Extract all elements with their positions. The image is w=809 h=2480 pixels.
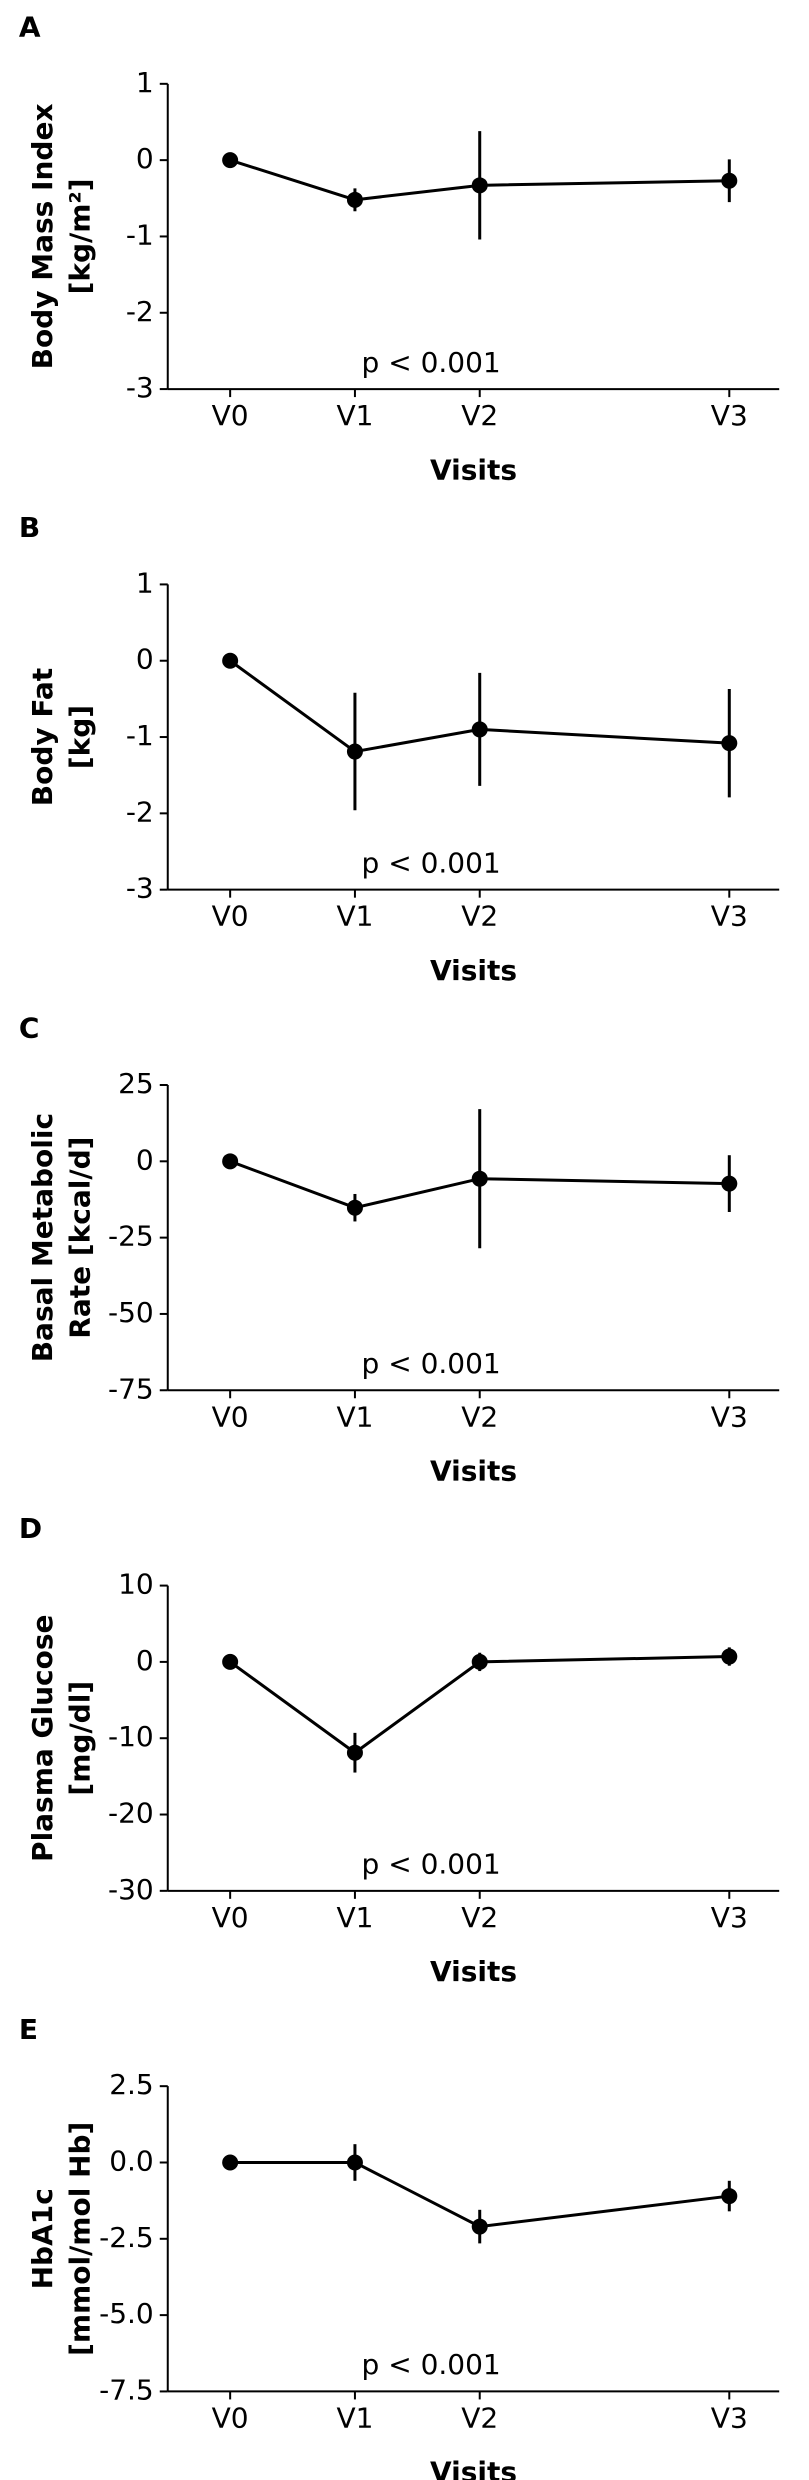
y-axis-label: Plasma Glucose <box>26 1614 59 1862</box>
y-axis-label: [kg/m²] <box>64 178 97 294</box>
y-tick-label: -10 <box>108 1720 154 1753</box>
x-axis-label: Visits <box>430 1455 517 1488</box>
x-tick-label: V3 <box>711 2401 748 2434</box>
data-point <box>721 1648 738 1665</box>
x-axis-label: Visits <box>430 1955 517 1988</box>
x-tick-label: V0 <box>212 399 249 432</box>
x-tick-label: V0 <box>212 1901 249 1934</box>
x-tick-label: V3 <box>711 399 748 432</box>
x-tick-label: V0 <box>212 2401 249 2434</box>
y-tick-label: -7.5 <box>99 2373 154 2406</box>
y-tick-label: 0 <box>136 142 154 175</box>
y-tick-label: -25 <box>108 1220 154 1253</box>
y-tick-label: 25 <box>118 1067 154 1100</box>
data-line <box>229 1655 730 1755</box>
y-tick-label: 0 <box>136 1644 154 1677</box>
data-line <box>229 1159 730 1210</box>
y-axis-label: Body Fat <box>26 668 59 806</box>
y-tick-label: -1 <box>126 218 154 251</box>
y-tick-label: 10 <box>118 1568 154 1601</box>
y-axis-label: [kg] <box>64 705 97 769</box>
y-tick-label: 1 <box>136 566 154 599</box>
x-axis-label: Visits <box>430 954 517 987</box>
x-tick-label: V1 <box>336 900 373 933</box>
data-point <box>346 2154 363 2171</box>
x-tick-label: V1 <box>336 1901 373 1934</box>
annotation: p < 0.001 <box>362 1347 501 1380</box>
data-point <box>721 2188 738 2205</box>
data-line <box>229 659 730 754</box>
y-axis-label: Body Mass Index <box>26 104 59 370</box>
annotation: p < 0.001 <box>362 1848 501 1881</box>
data-point <box>471 2218 488 2235</box>
annotation: p < 0.001 <box>362 846 501 879</box>
data-point <box>346 1199 363 1216</box>
data-point <box>471 721 488 738</box>
x-tick-label: V2 <box>461 1400 498 1433</box>
y-tick-label: -3 <box>126 872 154 905</box>
x-tick-label: V3 <box>711 1901 748 1934</box>
x-tick-label: V2 <box>461 900 498 933</box>
y-tick-label: -2 <box>126 295 154 328</box>
y-tick-label: -75 <box>108 1372 154 1405</box>
annotation: p < 0.001 <box>362 346 501 379</box>
y-axis-label: [mmol/mol Hb] <box>64 2122 97 2356</box>
x-tick-label: V0 <box>212 1400 249 1433</box>
y-tick-label: -50 <box>108 1296 154 1329</box>
y-tick-label: 1 <box>136 66 154 99</box>
data-point <box>346 743 363 760</box>
data-point <box>222 152 239 169</box>
y-axis-label: Basal Metabolic <box>26 1113 59 1362</box>
x-tick-label: V1 <box>336 1400 373 1433</box>
data-line <box>229 158 730 202</box>
data-point <box>346 1744 363 1761</box>
data-point <box>721 1175 738 1192</box>
data-point <box>222 1153 239 1170</box>
y-tick-label: -1 <box>126 719 154 752</box>
x-tick-label: V2 <box>461 1901 498 1934</box>
y-tick-label: 0.0 <box>109 2144 154 2177</box>
data-point <box>471 1170 488 1187</box>
data-point <box>222 652 239 669</box>
y-axis-label: [mg/dl] <box>64 1681 97 1796</box>
x-tick-label: V1 <box>336 399 373 432</box>
y-tick-label: 0 <box>136 643 154 676</box>
data-point <box>721 172 738 189</box>
data-point <box>222 1653 239 1670</box>
y-tick-label: 2.5 <box>109 2068 154 2101</box>
data-line <box>230 2160 730 2229</box>
x-tick-label: V3 <box>711 900 748 933</box>
y-axis-label: Rate [kcal/d] <box>64 1137 97 1339</box>
x-tick-label: V0 <box>212 900 249 933</box>
data-point <box>222 2154 239 2171</box>
y-tick-label: -30 <box>108 1873 154 1906</box>
x-tick-label: V3 <box>711 1400 748 1433</box>
panel-label: A <box>19 10 41 43</box>
annotation: p < 0.001 <box>362 2348 501 2381</box>
y-tick-label: -2.5 <box>99 2221 154 2254</box>
y-tick-label: -5.0 <box>99 2297 154 2330</box>
panel-label: C <box>19 1012 40 1045</box>
y-tick-label: 0 <box>136 1143 154 1176</box>
y-tick-label: -20 <box>108 1797 154 1830</box>
x-axis-label: Visits <box>430 2456 517 2480</box>
y-tick-label: -3 <box>126 371 154 404</box>
y-axis-label: HbA1c <box>26 2188 59 2289</box>
data-point <box>721 735 738 752</box>
data-point <box>471 177 488 194</box>
x-tick-label: V1 <box>336 2401 373 2434</box>
panel-label: B <box>19 511 40 544</box>
x-tick-label: V2 <box>461 2401 498 2434</box>
panel-label: D <box>19 1512 42 1545</box>
panel-label: E <box>19 2013 38 2046</box>
data-point <box>346 191 363 208</box>
data-point <box>471 1653 488 1670</box>
x-axis-label: Visits <box>430 453 517 486</box>
x-tick-label: V2 <box>461 399 498 432</box>
y-tick-label: -2 <box>126 795 154 828</box>
